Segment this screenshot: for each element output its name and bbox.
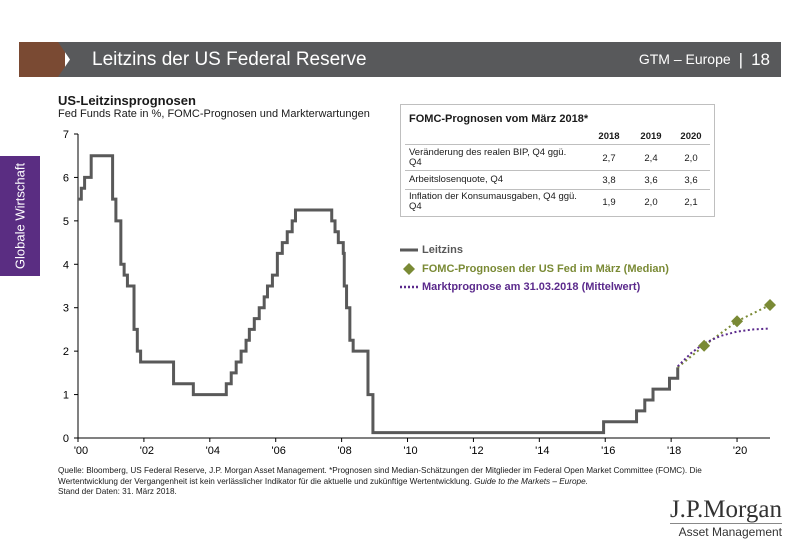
logo-subline: Asset Management	[669, 523, 782, 539]
legend-label: Leitzins	[422, 244, 463, 256]
header-accent	[19, 42, 65, 77]
cell: 2,0	[644, 197, 658, 208]
series-line-leitzins	[78, 154, 680, 435]
x-tick-label: '10	[403, 445, 417, 457]
legend-swatch-dotted	[400, 285, 418, 289]
legend-label: Marktprognose am 31.03.2018 (Mittelwert)	[422, 281, 641, 293]
row-label: Arbeitslosenquote, Q4	[409, 174, 504, 185]
header-bar	[58, 42, 781, 77]
footer-note: Quelle: Bloomberg, US Federal Reserve, J…	[58, 466, 718, 498]
fomc-point	[731, 315, 744, 328]
cell: 2,7	[602, 153, 616, 164]
chart-title: US-Leitzinsprognosen	[58, 93, 196, 108]
table-divider	[405, 170, 710, 171]
x-tick-label: '04	[206, 445, 220, 457]
jpmorgan-logo: J.P.Morgan Asset Management	[669, 496, 782, 539]
data-date: Stand der Daten: 31. März 2018.	[58, 487, 177, 496]
y-tick-label: 6	[63, 172, 69, 184]
cell: 3,6	[644, 175, 658, 186]
fomc-point	[764, 298, 776, 311]
y-tick-label: 3	[63, 303, 69, 315]
x-tick-label: '16	[601, 445, 615, 457]
y-tick-label: 1	[63, 390, 69, 402]
row-label: Veränderung des realen BIP, Q4 ggü. Q4	[409, 147, 567, 168]
series-line-market	[677, 327, 771, 368]
y-tick-label: 7	[63, 129, 69, 141]
y-tick-label: 0	[63, 433, 69, 445]
header-separator: |	[738, 50, 744, 69]
page-title: Leitzins der US Federal Reserve	[92, 49, 367, 70]
y-tick-label: 4	[63, 259, 69, 271]
x-tick-label: '20	[733, 445, 747, 457]
x-tick-label: '06	[272, 445, 286, 457]
year-header: 2019	[640, 131, 662, 142]
year-header: 2018	[598, 131, 620, 142]
cell: 2,1	[684, 197, 698, 208]
header-right: GTM – Europe | 18	[639, 42, 770, 77]
legend-swatch-diamond	[403, 263, 415, 275]
x-tick-label: '00	[74, 445, 88, 457]
x-tick-label: '12	[469, 445, 483, 457]
series-line-fomc	[677, 304, 771, 369]
legend-label: FOMC-Prognosen der US Fed im März (Media…	[422, 263, 669, 275]
row-label: Inflation der Konsumausgaben, Q4 ggü. Q4	[409, 191, 577, 212]
page-number: 18	[751, 50, 770, 69]
x-tick-label: '18	[667, 445, 681, 457]
table-divider	[405, 189, 710, 190]
cell: 2,4	[644, 153, 658, 164]
year-header: 2020	[680, 131, 702, 142]
x-tick-label: '02	[140, 445, 154, 457]
y-tick-label: 2	[63, 346, 69, 358]
x-tick-label: '08	[337, 445, 351, 457]
side-tab[interactable]: Globale Wirtschaft	[0, 156, 40, 276]
cell: 3,6	[684, 175, 698, 186]
table-divider	[405, 144, 710, 145]
logo-wordmark: J.P.Morgan	[669, 496, 782, 523]
section-label: GTM – Europe	[638, 51, 731, 67]
chart-subtitle: Fed Funds Rate in %, FOMC-Prognosen und …	[58, 108, 370, 120]
guide-title: Guide to the Markets – Europe.	[474, 476, 588, 486]
fomc-point	[698, 339, 711, 352]
fomc-table-title: FOMC-Prognosen vom März 2018*	[409, 113, 589, 125]
legend-swatch-line	[400, 248, 418, 252]
y-tick-label: 5	[63, 216, 69, 228]
fomc-table: FOMC-Prognosen vom März 2018* 2018 2019 …	[400, 104, 715, 217]
cell: 2,0	[684, 153, 698, 164]
source-note: Quelle: Bloomberg, US Federal Reserve, J…	[58, 466, 702, 486]
cell: 3,8	[602, 175, 616, 186]
cell: 1,9	[602, 197, 616, 208]
x-tick-label: '14	[535, 445, 549, 457]
